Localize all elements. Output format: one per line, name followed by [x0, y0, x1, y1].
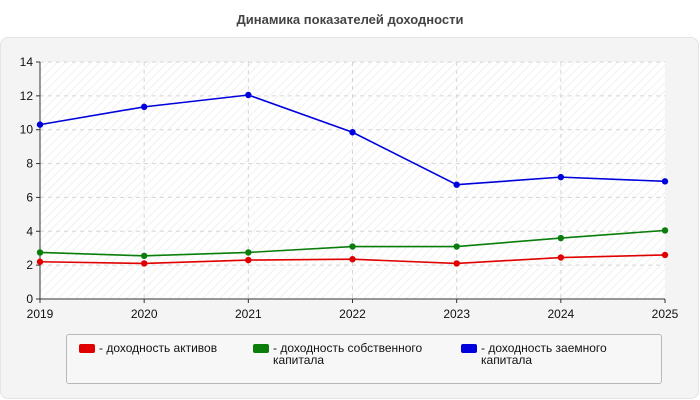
y-tick-label: 6 [26, 190, 33, 204]
x-tick-label: 2020 [131, 307, 158, 321]
data-point-0-5 [557, 254, 565, 261]
data-point-0-0 [36, 258, 44, 265]
x-tick-label: 2023 [443, 307, 470, 321]
axes [36, 61, 666, 303]
x-tick-label: 2021 [235, 307, 262, 321]
legend-label-assets: - доходность активов [99, 341, 218, 355]
data-point-2-6 [661, 178, 669, 185]
legend-swatch-equity [253, 344, 269, 353]
y-tick-label: 0 [26, 292, 33, 306]
data-point-2-0 [36, 121, 44, 128]
y-tick-label: 14 [20, 55, 34, 69]
legend-swatch-debt [461, 344, 477, 353]
x-tick-label: 2019 [27, 307, 54, 321]
legend-item-equity: - доходность собственного капитала [253, 342, 433, 366]
data-point-1-3 [349, 243, 356, 250]
data-point-1-4 [453, 243, 460, 250]
y-tick-label: 10 [20, 123, 34, 137]
x-tick-label: 2025 [652, 307, 679, 321]
data-point-1-2 [245, 249, 252, 256]
data-point-0-1 [140, 260, 148, 267]
chart-title: Динамика показателей доходности [236, 12, 464, 27]
y-tick-label: 12 [20, 89, 34, 103]
series-group [36, 91, 669, 267]
data-point-1-6 [661, 227, 669, 234]
legend: - доходность активов - доходность собств… [66, 334, 662, 384]
data-point-0-6 [661, 251, 669, 259]
data-point-1-0 [36, 249, 44, 256]
data-point-2-1 [140, 103, 148, 111]
data-point-2-2 [245, 91, 252, 99]
data-point-1-1 [140, 252, 148, 260]
data-point-0-3 [349, 256, 356, 263]
tick-labels: 0 2 4 6 8 10 12 14 2019 2020 2021 2022 2023 2024 2025 [20, 55, 679, 321]
data-point-1-5 [557, 234, 565, 242]
legend-label-debt: - доходность заемного капитала [481, 341, 607, 367]
legend-swatch-assets [79, 344, 95, 353]
y-tick-label: 4 [26, 224, 33, 238]
data-point-2-4 [453, 181, 460, 188]
legend-item-debt: - доходность заемного капитала [461, 342, 641, 366]
data-point-0-4 [453, 260, 460, 267]
data-point-0-2 [245, 256, 252, 264]
x-tick-label: 2024 [547, 307, 574, 321]
y-tick-label: 8 [26, 157, 33, 171]
legend-label-equity: - доходность собственного капитала [273, 341, 423, 367]
data-point-2-3 [349, 129, 356, 136]
legend-item-assets: - доходность активов [79, 342, 259, 354]
y-tick-label: 2 [26, 258, 33, 272]
x-tick-label: 2022 [339, 307, 366, 321]
data-point-2-5 [557, 173, 565, 181]
